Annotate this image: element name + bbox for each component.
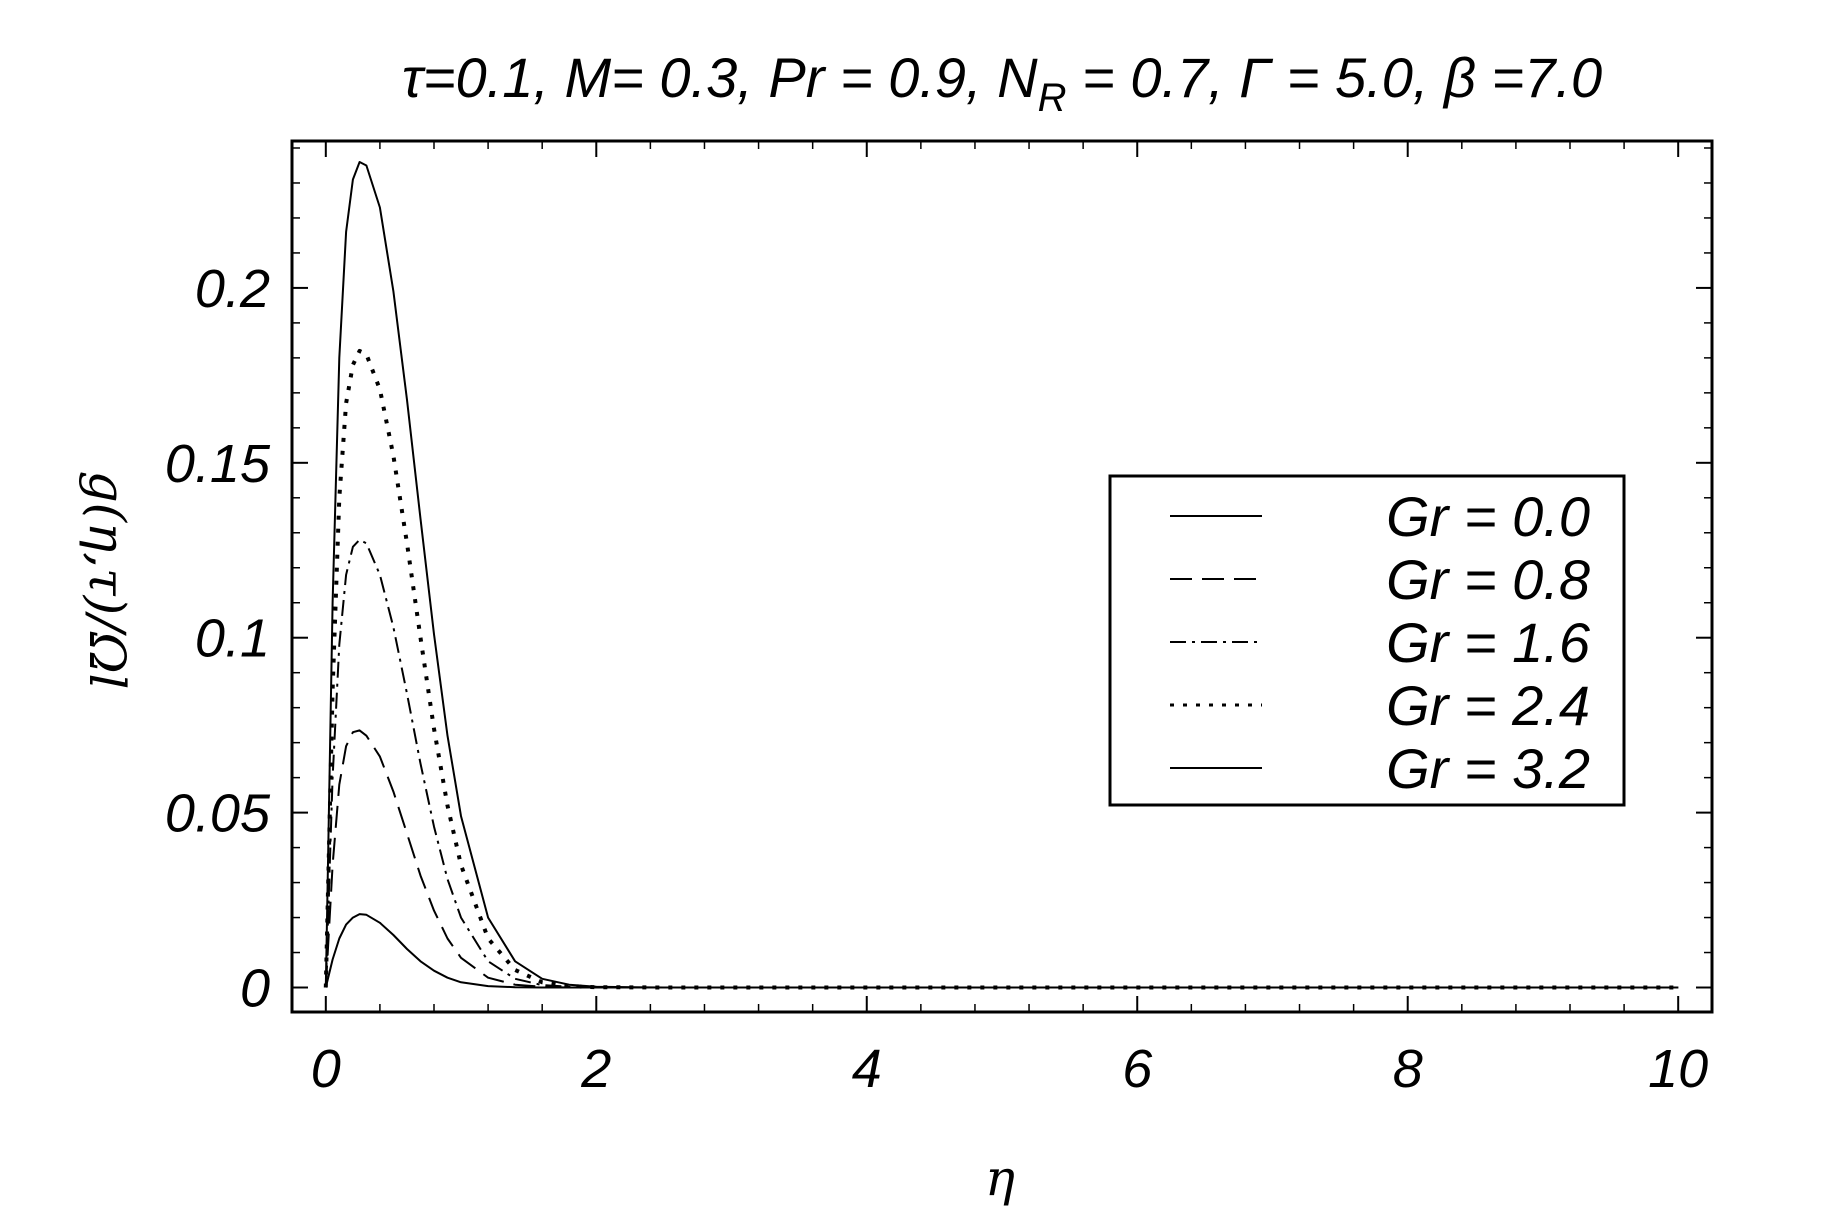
series-layer [323,161,1679,990]
legend-items: Gr = 0.0Gr = 0.8Gr = 1.6Gr = 2.4Gr = 3.2 [1170,485,1591,800]
y-axis-label: g(η,τ)/Ωl [78,471,136,690]
ticks-layer: 0 2 4 6 8 10 0 0.05 0.1 0.15 0.2 [165,141,1712,1099]
x-tick-label: 4 [852,1039,882,1099]
legend-label-3: Gr = 2.4 [1386,674,1590,737]
legend-box [1108,474,1626,807]
plot-frame [290,139,1714,1014]
series-line-2 [324,538,1679,989]
y-tick-label: 0 [240,959,270,1019]
x-axis-label: η [985,1149,1015,1207]
legend-label-1: Gr = 0.8 [1386,548,1590,611]
y-tick-label: 0.15 [165,434,271,494]
legend-label-2: Gr = 1.6 [1386,611,1591,674]
legend-label-0: Gr = 0.0 [1386,485,1590,548]
y-tick-label: 0.05 [165,784,271,844]
y-tick-label: 0.1 [195,609,270,669]
x-tick-label: 0 [311,1039,341,1099]
x-tick-label: 10 [1648,1039,1708,1099]
legend: Gr = 0.0Gr = 0.8Gr = 1.6Gr = 2.4Gr = 3.2 [1108,474,1626,807]
y-tick-label: 0.2 [195,259,270,319]
legend-label-4: Gr = 3.2 [1386,737,1590,800]
x-tick-label: 8 [1393,1039,1423,1099]
x-tick-label: 2 [580,1039,611,1099]
x-tick-label: 6 [1122,1039,1153,1099]
series-line-4 [324,161,1679,989]
chart-title: τ=0.1, M= 0.3, Pr = 0.9, NR = 0.7, Γ = 5… [402,46,1602,120]
